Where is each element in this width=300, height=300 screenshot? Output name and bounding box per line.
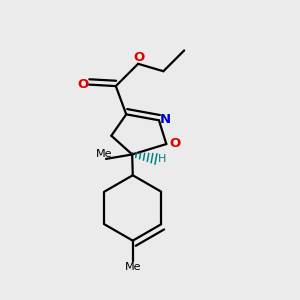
Text: Me: Me <box>96 148 113 159</box>
Text: O: O <box>134 51 145 64</box>
Text: O: O <box>77 77 88 91</box>
Text: Me: Me <box>124 262 141 272</box>
Text: N: N <box>160 113 171 126</box>
Text: O: O <box>169 137 180 150</box>
Text: H: H <box>158 154 167 164</box>
